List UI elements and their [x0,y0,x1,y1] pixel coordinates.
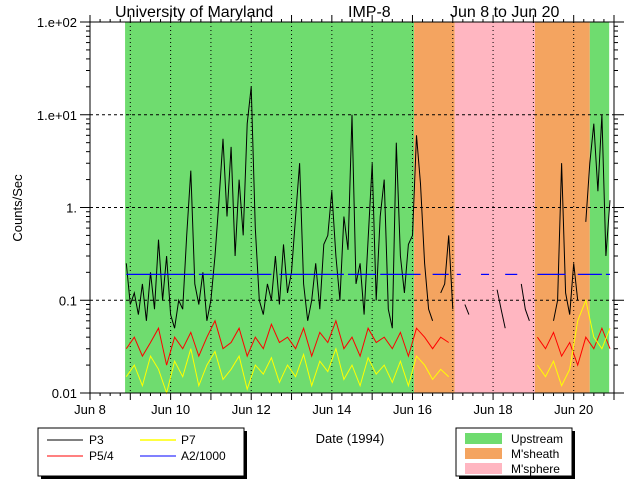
region-msheath [534,22,590,393]
x-tick-label: Jun 8 [74,402,106,417]
x-tick-label: Jun 12 [232,402,271,417]
x-tick-label: Jun 14 [312,402,351,417]
y-tick-label: 1.e+01 [37,108,77,123]
legend-label-msphere: M'sphere [511,462,560,476]
series-p3 [125,86,611,329]
legend-label-p5-4: P5/4 [89,449,114,463]
x-tick-label: Jun 18 [474,402,513,417]
x-tick-label: Jun 20 [554,402,593,417]
title-date-range: Jun 8 to Jun 20 [450,4,560,21]
x-tick-label: Jun 16 [393,402,432,417]
series-p7 [125,298,611,395]
y-tick-label: 1. [66,201,77,216]
x-axis-label: Date (1994) [316,431,385,446]
series-legend: P3 P7 P5/4 A2/1000 [37,427,247,479]
title-institution: University of Maryland [115,4,273,21]
axis-ticks [80,15,624,400]
y-axis-label: Counts/Sec [10,174,25,242]
legend-label-a2: A2/1000 [181,449,226,463]
title-spacecraft: IMP-8 [348,4,391,21]
legend-label-upstream: Upstream [511,432,563,446]
series-p5-4 [125,319,611,367]
legend-label-p7: P7 [181,433,196,447]
y-tick-label: 0.1 [59,293,77,308]
legend-swatch-msphere [465,463,502,474]
legend-label-p3: P3 [89,433,104,447]
axis-labels: Jun 8 Jun 10 Jun 12 Jun 14 Jun 16 Jun 18 Jun 2… [37,15,593,417]
legend-swatch-msheath [465,448,502,459]
x-tick-label: Jun 10 [151,402,190,417]
legend-swatch-upstream [465,433,502,444]
y-tick-label: 1.e+02 [37,15,77,30]
region-legend: Upstream M'sheath M'sphere [455,427,575,479]
legend-label-msheath: M'sheath [511,447,559,461]
series-layer [125,86,611,395]
y-tick-label: 0.01 [52,386,77,401]
